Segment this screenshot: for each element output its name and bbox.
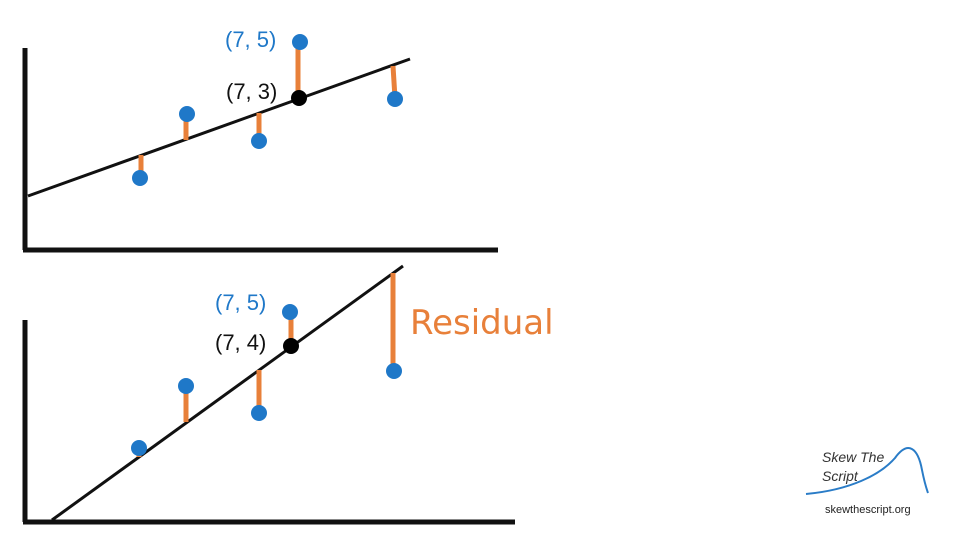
logo-curve-icon [805, 447, 929, 495]
bottom-data-point [251, 405, 267, 421]
top-predicted-label: (7, 3) [226, 79, 277, 104]
bottom-data-point-actual [282, 304, 298, 320]
top-data-point [387, 91, 403, 107]
bottom-data-point [131, 440, 147, 456]
logo-line2: Script [822, 468, 859, 484]
bottom-plot: (7, 5) (7, 4) Residual [22, 264, 554, 525]
skew-the-script-logo: Skew The Script skewthescript.org [805, 447, 929, 516]
top-data-point [132, 170, 148, 186]
bottom-predicted-point [283, 338, 299, 354]
bottom-actual-label: (7, 5) [215, 290, 266, 315]
logo-line1: Skew The [822, 449, 884, 465]
top-actual-label: (7, 5) [225, 27, 276, 52]
top-data-point [251, 133, 267, 149]
top-regression-line [27, 57, 411, 198]
top-plot: (7, 5) (7, 3) [22, 27, 498, 253]
bottom-data-point [386, 363, 402, 379]
bottom-predicted-label: (7, 4) [215, 330, 266, 355]
bottom-regression-line [51, 264, 404, 522]
top-data-point [179, 106, 195, 122]
top-data-point-actual [292, 34, 308, 50]
residual-label: Residual [410, 303, 554, 343]
top-predicted-point [291, 90, 307, 106]
logo-url: skewthescript.org [825, 504, 911, 516]
bottom-data-point [178, 378, 194, 394]
